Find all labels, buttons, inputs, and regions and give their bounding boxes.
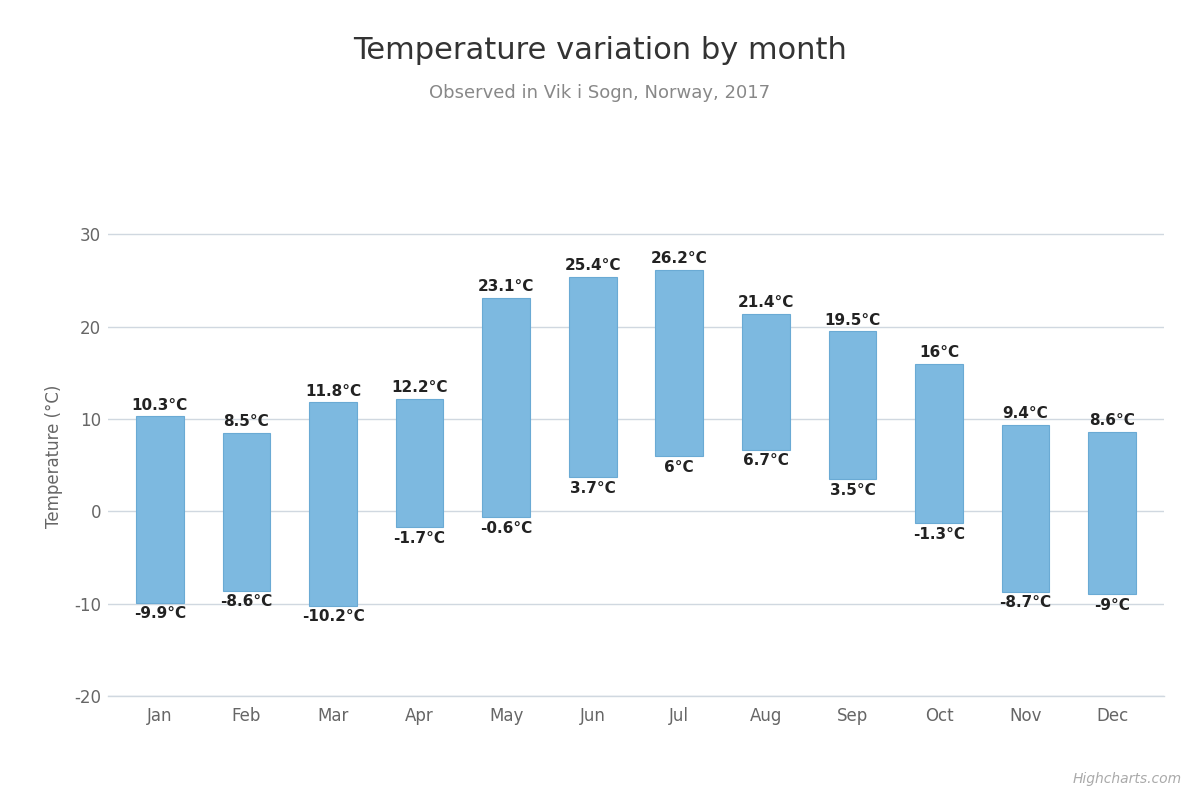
Bar <box>916 364 962 523</box>
Text: -0.6°C: -0.6°C <box>480 521 533 536</box>
Bar <box>396 398 444 527</box>
Text: 10.3°C: 10.3°C <box>132 398 188 413</box>
Text: 21.4°C: 21.4°C <box>738 295 794 310</box>
Text: 11.8°C: 11.8°C <box>305 384 361 398</box>
Text: 3.5°C: 3.5°C <box>829 482 875 498</box>
Text: 26.2°C: 26.2°C <box>650 251 708 266</box>
Bar <box>223 433 270 590</box>
Text: Highcharts.com: Highcharts.com <box>1073 771 1182 786</box>
Text: -10.2°C: -10.2°C <box>301 610 365 624</box>
Bar <box>310 402 356 606</box>
Bar <box>569 277 617 478</box>
Text: -1.3°C: -1.3°C <box>913 527 965 542</box>
Bar <box>742 314 790 450</box>
Text: 19.5°C: 19.5°C <box>824 313 881 328</box>
Bar <box>1088 432 1136 594</box>
Text: Temperature variation by month: Temperature variation by month <box>353 36 847 65</box>
Text: 16°C: 16°C <box>919 345 959 360</box>
Bar <box>482 298 530 517</box>
Text: 9.4°C: 9.4°C <box>1003 406 1049 421</box>
Text: 8.5°C: 8.5°C <box>223 414 269 430</box>
Bar <box>136 416 184 602</box>
Text: 3.7°C: 3.7°C <box>570 481 616 496</box>
Y-axis label: Temperature (°C): Temperature (°C) <box>44 384 62 528</box>
Text: -8.7°C: -8.7°C <box>1000 595 1051 610</box>
Text: 25.4°C: 25.4°C <box>564 258 620 274</box>
Text: 12.2°C: 12.2°C <box>391 380 448 395</box>
Text: -8.6°C: -8.6°C <box>221 594 272 610</box>
Text: 6.7°C: 6.7°C <box>743 454 788 468</box>
Text: -9.9°C: -9.9°C <box>134 606 186 622</box>
Text: Observed in Vik i Sogn, Norway, 2017: Observed in Vik i Sogn, Norway, 2017 <box>430 84 770 102</box>
Bar <box>1002 425 1049 592</box>
Bar <box>655 270 703 456</box>
Text: -9°C: -9°C <box>1094 598 1130 613</box>
Text: 23.1°C: 23.1°C <box>478 279 534 294</box>
Text: -1.7°C: -1.7°C <box>394 530 445 546</box>
Text: 8.6°C: 8.6°C <box>1090 414 1135 428</box>
Bar <box>828 331 876 479</box>
Text: 6°C: 6°C <box>665 460 694 474</box>
